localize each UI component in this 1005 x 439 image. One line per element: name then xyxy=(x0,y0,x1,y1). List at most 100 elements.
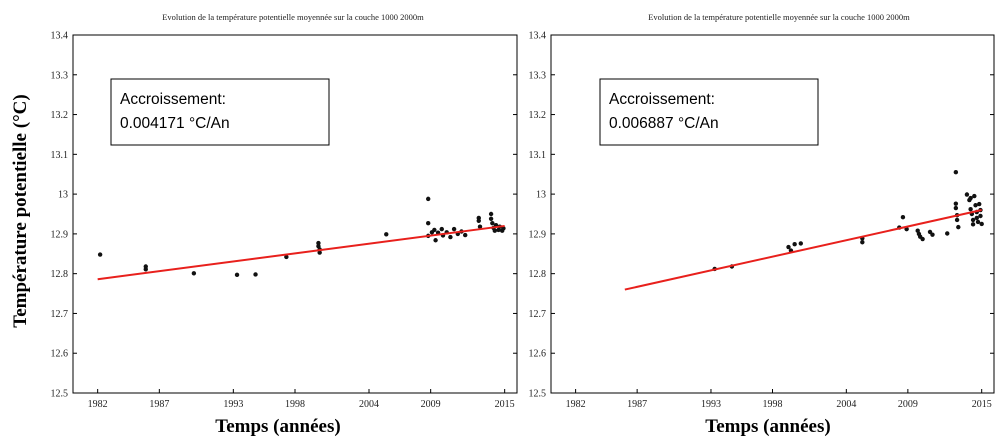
x-tick-label: 1982 xyxy=(566,399,586,410)
y-tick-label: 13.3 xyxy=(51,70,69,81)
x-tick-label: 1998 xyxy=(763,399,783,410)
x-tick-label: 2015 xyxy=(495,399,515,410)
data-point xyxy=(488,216,494,221)
y-ticks: 12.5 12.6 12.7 12.8 12.9 13 13.1 13.2 13.3 13.4 xyxy=(51,31,517,400)
x-tick-label: 2015 xyxy=(972,399,992,410)
x-ticks: 1982 1987 1993 1998 2004 2009 2015 xyxy=(566,389,992,410)
data-point xyxy=(492,228,497,233)
data-point xyxy=(316,240,321,246)
y-tick-label: 12.5 xyxy=(529,389,547,400)
x-ticks: 1982 1987 1993 1998 2004 2009 2015 xyxy=(88,389,515,410)
x-tick-label: 2004 xyxy=(359,399,379,410)
data-point xyxy=(433,238,438,243)
x-axis-label: Temps (années) xyxy=(215,416,340,437)
data-point xyxy=(463,232,468,238)
x-tick-label: 1993 xyxy=(223,399,243,410)
data-point xyxy=(975,219,981,225)
data-point xyxy=(860,240,865,245)
chart-left: Evolution de la température potentielle … xyxy=(10,12,518,437)
y-tick-label: 13.1 xyxy=(529,150,547,161)
data-point xyxy=(476,218,481,223)
trend-line xyxy=(97,224,505,281)
data-point xyxy=(253,272,258,277)
data-point xyxy=(317,250,322,255)
data-point xyxy=(970,217,976,223)
x-tick-label: 1982 xyxy=(88,399,108,410)
x-axis-label: Temps (années) xyxy=(705,416,830,437)
data-point xyxy=(451,226,457,232)
data-point xyxy=(968,195,973,201)
trend-line xyxy=(624,209,982,291)
y-tick-label: 13 xyxy=(58,190,68,201)
y-tick-label: 13.3 xyxy=(529,70,547,81)
y-tick-label: 12.9 xyxy=(529,229,547,240)
data-point xyxy=(964,192,970,197)
data-point xyxy=(974,215,979,221)
data-point xyxy=(284,254,289,260)
data-point xyxy=(426,196,431,202)
data-point xyxy=(953,170,959,175)
chart-title: Evolution de la température potentielle … xyxy=(648,12,910,22)
y-ticks: 12.5 12.6 12.7 12.8 12.9 13 13.1 13.2 13.3 13.4 xyxy=(529,31,994,400)
data-point xyxy=(920,236,925,242)
y-tick-label: 13.1 xyxy=(51,150,69,161)
x-tick-label: 1987 xyxy=(627,399,647,410)
data-point xyxy=(490,220,495,226)
data-point xyxy=(953,205,959,211)
data-point xyxy=(234,272,240,278)
annotation-line2: 0.006887 °C/An xyxy=(609,115,719,132)
y-tick-label: 13.2 xyxy=(51,110,69,121)
data-point xyxy=(792,242,797,247)
data-point xyxy=(900,214,906,220)
data-point xyxy=(439,226,444,232)
data-point xyxy=(930,232,935,237)
x-tick-label: 2004 xyxy=(836,399,856,410)
data-point xyxy=(970,222,976,227)
x-tick-label: 1993 xyxy=(701,399,721,410)
data-point xyxy=(953,201,959,206)
y-axis-label: Température potentielle (°C) xyxy=(10,94,31,327)
y-tick-label: 12.7 xyxy=(51,309,69,320)
y-tick-label: 13.4 xyxy=(529,31,547,42)
y-tick-label: 13 xyxy=(536,190,546,201)
y-tick-label: 12.6 xyxy=(51,349,69,360)
data-point xyxy=(956,224,961,230)
annotation-box xyxy=(110,78,330,146)
chart-right: Evolution de la température potentielle … xyxy=(529,12,995,437)
y-tick-label: 13.2 xyxy=(529,110,547,121)
data-point xyxy=(979,221,984,227)
x-tick-label: 1998 xyxy=(285,399,305,410)
data-points xyxy=(97,196,506,278)
data-point xyxy=(945,231,950,236)
data-point xyxy=(97,252,103,257)
data-point xyxy=(191,271,197,276)
data-point xyxy=(477,224,483,229)
y-tick-label: 13.4 xyxy=(51,31,69,42)
annotation-box xyxy=(599,78,819,146)
y-tick-label: 12.8 xyxy=(529,269,547,280)
data-point xyxy=(978,213,983,219)
y-tick-label: 12.9 xyxy=(51,229,69,240)
data-point xyxy=(448,234,453,240)
y-tick-label: 12.5 xyxy=(51,389,69,400)
x-tick-label: 2009 xyxy=(421,399,441,410)
annotation-line1: Accroissement: xyxy=(609,91,715,108)
data-point xyxy=(954,217,960,223)
data-point xyxy=(973,203,978,208)
data-point xyxy=(384,232,389,237)
data-point xyxy=(972,193,977,199)
data-point xyxy=(968,207,973,212)
data-point xyxy=(426,220,431,226)
data-point xyxy=(143,267,148,272)
x-tick-label: 2009 xyxy=(898,399,918,410)
annotation-line2: 0.004171 °C/An xyxy=(120,115,230,132)
x-tick-label: 1987 xyxy=(149,399,169,410)
y-tick-label: 12.7 xyxy=(529,309,547,320)
y-tick-label: 12.6 xyxy=(529,349,547,360)
data-point xyxy=(488,211,494,217)
y-tick-label: 12.8 xyxy=(51,269,69,280)
data-point xyxy=(977,201,982,207)
data-point xyxy=(786,244,791,250)
data-point xyxy=(432,227,437,233)
